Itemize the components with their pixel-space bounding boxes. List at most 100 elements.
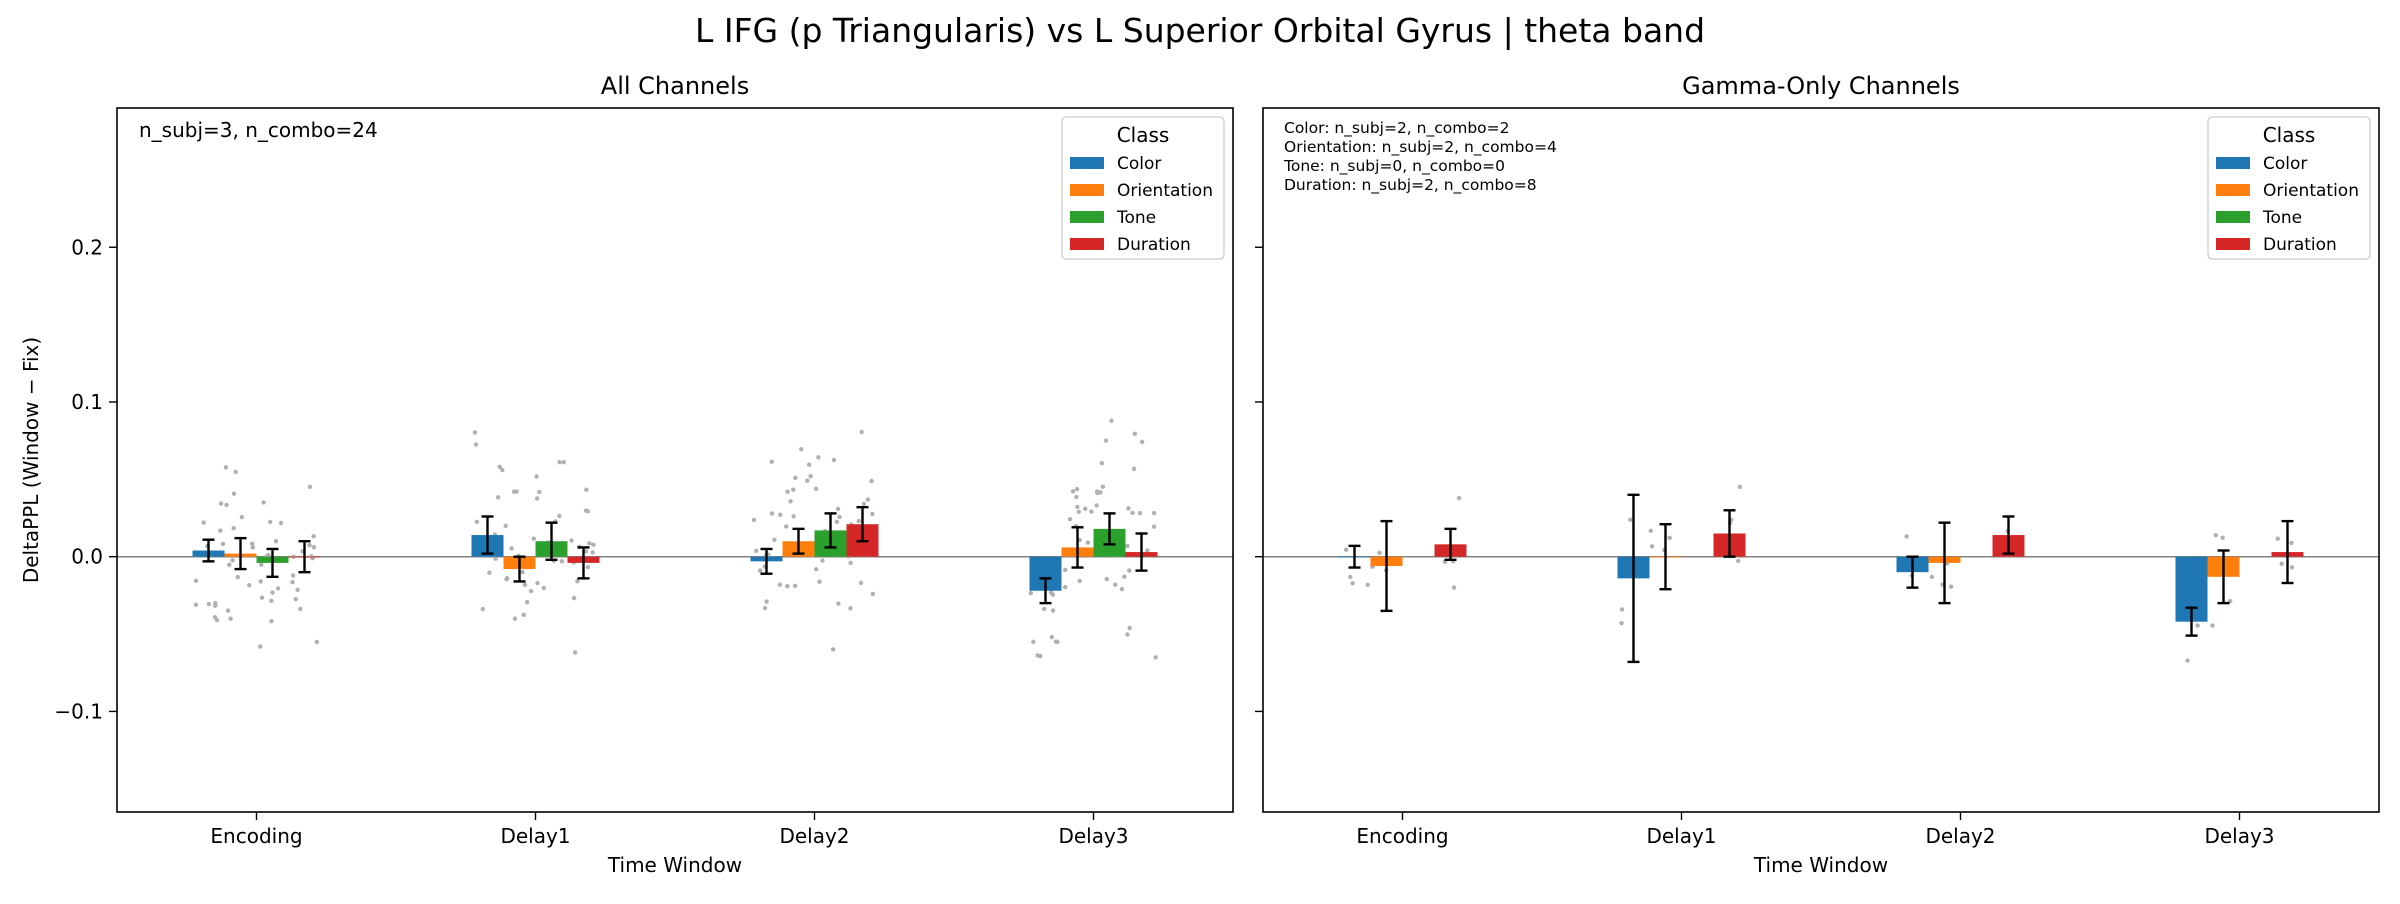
data-point [859, 429, 864, 435]
error-bar [1723, 509, 1736, 558]
plot-frame [1262, 107, 2380, 813]
data-point [587, 541, 592, 546]
error-bar [856, 505, 869, 543]
legend-title: Class [1117, 123, 1170, 147]
data-point [258, 579, 263, 584]
panel-all-channels: All Channels −0.1 0.0 0.1 0.2 Encoding Delay1 D… [54, 72, 1234, 877]
data-point [1035, 653, 1040, 658]
data-point [1089, 509, 1094, 514]
stats-annotation: Duration: n_subj=2, n_combo=8 [1284, 176, 1537, 195]
legend-label-duration: Duration [2263, 235, 2337, 255]
individual-points [192, 418, 1158, 660]
data-point [1049, 634, 1055, 640]
error-bar [1348, 544, 1361, 569]
data-point [778, 512, 783, 517]
data-point [503, 523, 508, 529]
error-bar [513, 555, 526, 583]
data-point [561, 459, 567, 465]
data-point [1649, 544, 1655, 549]
data-point [534, 474, 539, 479]
data-point [268, 519, 273, 525]
legend: Class Color Orientation Tone Duration [1061, 116, 1225, 260]
error-bar [234, 536, 247, 571]
error-bar [1135, 532, 1148, 572]
data-point [1077, 578, 1082, 584]
x-tick-label: Delay1 [1646, 824, 1716, 848]
data-point [290, 579, 295, 585]
data-point [2195, 623, 2200, 628]
error-bar [298, 540, 311, 574]
legend-label-orientation: Orientation [2263, 181, 2359, 201]
data-point [233, 469, 238, 475]
data-point [590, 550, 595, 555]
data-point [1094, 489, 1100, 494]
error-bar [1938, 521, 1951, 605]
data-point [487, 570, 492, 575]
data-point [2279, 561, 2284, 566]
data-point [311, 545, 317, 550]
error-bar [1103, 512, 1116, 546]
data-point [870, 511, 875, 517]
data-point [788, 499, 793, 504]
legend-swatch-duration [1070, 238, 1104, 250]
data-point [2220, 535, 2225, 540]
data-point [585, 564, 590, 570]
data-point [769, 459, 774, 464]
data-point [528, 588, 534, 594]
data-point [535, 580, 540, 586]
error-bar [2002, 515, 2015, 555]
x-tick-label: Encoding [1356, 824, 1448, 848]
data-point [230, 558, 235, 563]
plot-frame [116, 107, 1234, 813]
data-point [785, 489, 790, 494]
legend-label-orientation: Orientation [1117, 181, 1213, 201]
data-point [2185, 658, 2190, 663]
data-point [1451, 585, 1457, 590]
data-point [293, 596, 298, 602]
data-point [1053, 639, 1059, 644]
data-point [869, 478, 874, 484]
error-bar [1906, 555, 1919, 589]
data-point [805, 478, 810, 483]
error-bar [824, 512, 837, 549]
data-point [1343, 547, 1349, 552]
stats-annotation: Orientation: n_subj=2, n_combo=4 [1284, 138, 1557, 157]
data-point [314, 639, 320, 645]
data-point [500, 467, 505, 473]
data-point [575, 579, 580, 584]
data-point [1130, 510, 1135, 516]
x-axis-label: Time Window [1753, 853, 1888, 877]
data-point [1100, 484, 1106, 489]
data-point [793, 475, 798, 480]
data-point [193, 578, 199, 584]
data-point [474, 519, 480, 525]
data-point [275, 586, 281, 591]
data-point [769, 511, 775, 516]
error-bar [1039, 577, 1052, 605]
data-point [1109, 418, 1114, 423]
data-point [813, 486, 819, 492]
error-bar [202, 538, 215, 563]
data-point [259, 562, 264, 567]
data-point [1119, 586, 1125, 592]
data-point [290, 573, 296, 578]
data-point [224, 502, 229, 508]
error-bar [2281, 519, 2294, 585]
data-point [816, 455, 821, 460]
error-bar [2217, 549, 2230, 605]
data-point [557, 460, 562, 465]
data-point [514, 489, 519, 494]
data-point [1137, 510, 1143, 516]
legend-swatch-orientation [2216, 184, 2250, 196]
data-point [830, 647, 836, 652]
legend-swatch-color [1070, 157, 1104, 169]
data-point [1122, 574, 1127, 579]
data-point [764, 599, 769, 604]
data-point [817, 579, 822, 584]
data-point [1028, 590, 1034, 596]
data-point [837, 514, 842, 520]
data-point [1076, 509, 1082, 514]
x-tick-label: Delay3 [1058, 824, 1128, 848]
data-point [1113, 582, 1118, 587]
